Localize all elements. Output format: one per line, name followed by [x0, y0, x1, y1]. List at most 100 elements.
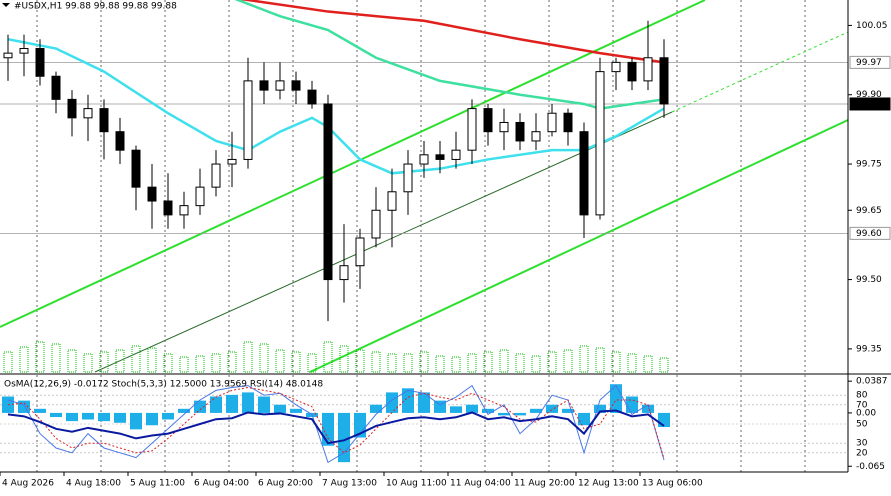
- osma-tick-label: -0.065: [856, 462, 885, 472]
- candle-body: [435, 154, 445, 160]
- candle-body: [323, 103, 333, 281]
- candle-body: [243, 80, 253, 160]
- candle-body: [115, 131, 125, 151]
- candle-body: [611, 61, 621, 73]
- trend-line: [94, 111, 673, 373]
- candle-body: [211, 163, 221, 188]
- volume-bar: [467, 353, 477, 373]
- level-label: 80: [856, 391, 868, 401]
- level-label: 50: [856, 420, 868, 430]
- volume-bar: [419, 351, 429, 373]
- osma-bar: [290, 408, 302, 413]
- osma-bar: [274, 404, 286, 413]
- volume-bar: [131, 345, 141, 373]
- volume-bar: [563, 349, 573, 373]
- candle-body: [163, 200, 173, 216]
- osma-bar: [322, 412, 334, 446]
- candle-body: [515, 121, 525, 142]
- osma-bar: [50, 412, 62, 418]
- level-label: 30: [856, 439, 868, 449]
- price-label-box: [849, 226, 891, 240]
- candle-body: [131, 149, 141, 188]
- volume-bar: [291, 351, 301, 373]
- volume-bar: [147, 347, 157, 373]
- volume-bar: [579, 345, 589, 373]
- indicator-line: [7, 384, 665, 464]
- volume-bar: [643, 355, 653, 373]
- volume-bar: [83, 353, 93, 373]
- osma-bar: [562, 408, 574, 413]
- candle-body: [227, 158, 237, 165]
- candle-body: [275, 80, 285, 91]
- volume-bar: [323, 341, 333, 373]
- candle-body: [179, 205, 189, 216]
- volume-bar: [51, 343, 61, 373]
- osma-bar: [178, 408, 190, 413]
- osma-bar: [114, 412, 126, 423]
- osma-bar: [418, 392, 430, 413]
- candle-body: [595, 71, 605, 216]
- vertical-grid: [36, 0, 806, 472]
- osma-bar: [146, 412, 158, 426]
- candle-body: [51, 75, 61, 100]
- candle-body: [307, 89, 317, 105]
- osma-bar: [626, 396, 638, 413]
- volume-bar: [3, 351, 13, 373]
- volume-bar: [627, 353, 637, 373]
- volume-bar: [387, 353, 397, 373]
- volume-bar: [99, 351, 109, 373]
- osma-bar: [370, 404, 382, 413]
- osma-bar: [482, 408, 494, 413]
- x-tick-label: 11 Aug 04:00: [450, 479, 511, 489]
- candle-body: [547, 112, 557, 133]
- osma-tick-label: 0.0387: [856, 377, 888, 387]
- symbol-icon: [2, 3, 10, 7]
- osma-bar: [162, 412, 174, 420]
- candle-body: [195, 186, 205, 207]
- osma-tick-label: 0.00: [856, 408, 876, 418]
- x-tick-label: 11 Aug 20:00: [514, 479, 575, 489]
- candle-body: [499, 121, 509, 133]
- candle-body: [483, 108, 493, 133]
- volume-bar: [339, 345, 349, 373]
- x-tick-label: 4 Aug 2026: [2, 479, 54, 489]
- osma-bar: [130, 412, 142, 430]
- volume-bar: [355, 349, 365, 373]
- osma-bar: [258, 396, 270, 413]
- price-label-box: [849, 55, 891, 69]
- x-tick-label: 13 Aug 06:00: [642, 479, 703, 489]
- osma-bar: [82, 412, 94, 420]
- y-tick-label: 99.90: [856, 90, 882, 100]
- volume-bar: [115, 349, 125, 373]
- osma-bar: [594, 404, 606, 413]
- volume-bar: [275, 349, 285, 373]
- osma-bar: [66, 412, 78, 422]
- volume-bar: [595, 347, 605, 373]
- candle-body: [371, 209, 381, 239]
- candle-body: [579, 131, 589, 216]
- volume-bar: [307, 353, 317, 373]
- indicator-line: [7, 409, 665, 445]
- trend-lines: [0, 0, 849, 373]
- volume-bar: [547, 351, 557, 373]
- candle-body: [627, 61, 637, 82]
- volume-bar: [611, 351, 621, 373]
- volume-bar: [163, 353, 173, 373]
- volume-bar: [451, 356, 461, 373]
- price-label: 99.88: [856, 99, 882, 109]
- osma-bar: [402, 388, 414, 413]
- volume-bar: [259, 343, 269, 373]
- indicator-line: [7, 387, 665, 459]
- volume-bar: [499, 349, 509, 373]
- candle-body: [19, 48, 29, 54]
- candle-body: [451, 149, 461, 160]
- osma-bar: [610, 384, 622, 413]
- candle-body: [147, 186, 157, 202]
- osma-bar: [530, 408, 542, 413]
- y-tick-label: 100.05: [856, 21, 888, 31]
- osma-bar: [450, 406, 462, 413]
- volume-bar: [515, 353, 525, 373]
- volume-bar: [35, 341, 45, 373]
